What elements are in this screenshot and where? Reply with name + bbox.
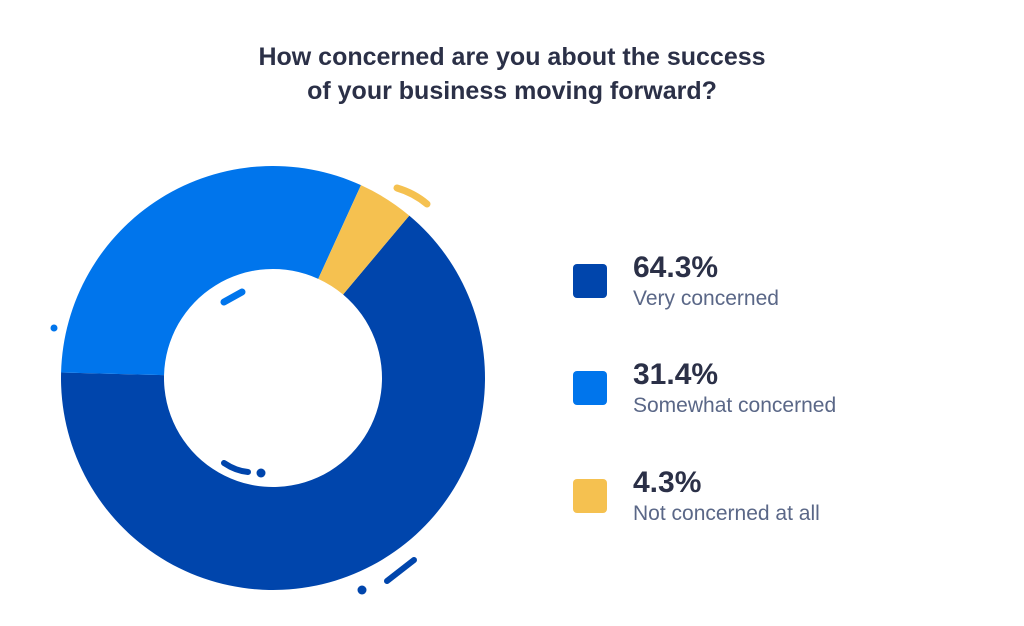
- donut-slices: [60, 165, 486, 591]
- chart-title-line-2: of your business moving forward?: [307, 77, 717, 105]
- legend-label: Not concerned at all: [633, 502, 820, 525]
- legend-swatch: [573, 264, 607, 298]
- legend-swatch: [573, 371, 607, 405]
- slice-not-concerned: [318, 185, 410, 295]
- slice-very-concerned: [60, 215, 486, 591]
- legend-label: Very concerned: [633, 287, 779, 310]
- chart-title: How concerned are you about the success …: [0, 40, 1024, 108]
- legend-item-not-concerned: 4.3% Not concerned at all: [573, 465, 913, 545]
- legend-item-somewhat-concerned: 31.4% Somewhat concerned: [573, 357, 913, 437]
- legend-item-very-concerned: 64.3% Very concerned: [573, 250, 913, 330]
- legend-value: 31.4%: [633, 358, 719, 391]
- chart-title-line-1: How concerned are you about the success: [258, 43, 766, 71]
- slice-somewhat-concerned: [61, 165, 361, 376]
- legend-value: 4.3%: [633, 466, 702, 499]
- legend-value: 64.3%: [633, 251, 719, 284]
- legend-swatch: [573, 479, 607, 513]
- decorative-doodles: [50, 184, 431, 595]
- legend-label: Somewhat concerned: [633, 394, 837, 417]
